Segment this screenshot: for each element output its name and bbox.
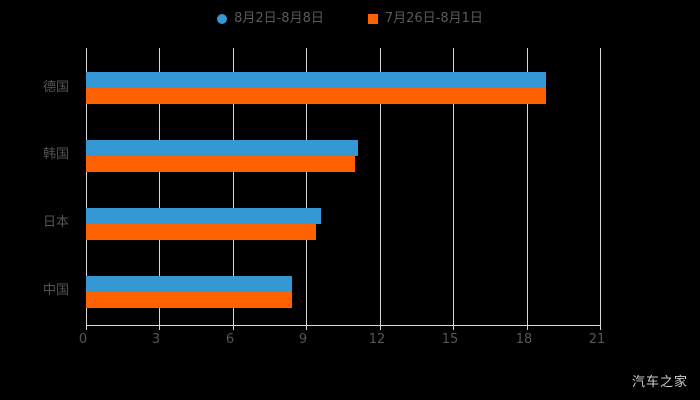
square-marker-icon <box>367 14 378 24</box>
plot-area <box>86 48 601 325</box>
y-axis-category-label: 德国 <box>42 80 69 95</box>
x-axis-tick <box>453 325 454 330</box>
bar-series-b[interactable] <box>86 88 547 104</box>
gridline-vertical <box>306 48 307 325</box>
x-axis-tick-label: 3 <box>151 332 161 347</box>
x-axis-tick <box>380 325 381 330</box>
chart-legend: 8月2日-8月8日 7月26日-8月1日 <box>0 8 700 30</box>
x-axis-tick-label: 15 <box>441 332 459 347</box>
circle-marker-icon <box>217 14 228 24</box>
x-axis-tick-label: 12 <box>368 332 386 347</box>
gridline-vertical <box>380 48 381 325</box>
bar-series-a[interactable] <box>86 140 358 156</box>
x-axis-tick-label: 9 <box>298 332 308 347</box>
bar-series-a[interactable] <box>86 208 321 224</box>
bar-series-a[interactable] <box>86 72 547 88</box>
y-axis-category-label: 中国 <box>42 283 69 298</box>
legend-item-series-b[interactable]: 7月26日-8月1日 <box>367 11 483 26</box>
legend-item-series-a[interactable]: 8月2日-8月8日 <box>217 12 324 26</box>
bar-series-b[interactable] <box>86 224 317 240</box>
gridline-vertical <box>86 48 87 325</box>
legend-item-label: 7月26日-8月1日 <box>384 11 483 26</box>
x-axis-line <box>86 325 601 326</box>
y-axis-category-label: 韩国 <box>42 147 69 162</box>
bar-series-b[interactable] <box>86 292 292 308</box>
x-axis-tick-label: 18 <box>515 332 533 347</box>
bar-series-b[interactable] <box>86 156 356 172</box>
watermark-label: 汽车之家 <box>631 375 688 390</box>
x-axis-tick <box>86 325 87 330</box>
y-axis-category-label: 日本 <box>42 215 69 230</box>
gridline-vertical <box>600 48 601 325</box>
x-axis-tick <box>159 325 160 330</box>
x-axis-tick <box>600 325 601 330</box>
x-axis-tick-label: 21 <box>588 332 606 347</box>
x-axis-tick <box>233 325 234 330</box>
gridline-vertical <box>159 48 160 325</box>
x-axis-tick-label: 0 <box>78 332 88 347</box>
x-axis-tick <box>527 325 528 330</box>
x-axis-tick <box>306 325 307 330</box>
gridline-vertical <box>233 48 234 325</box>
x-axis-tick-label: 6 <box>225 332 235 347</box>
gridline-vertical <box>453 48 454 325</box>
bar-series-a[interactable] <box>86 276 292 292</box>
legend-item-label: 8月2日-8月8日 <box>234 11 324 26</box>
gridline-vertical <box>527 48 528 325</box>
